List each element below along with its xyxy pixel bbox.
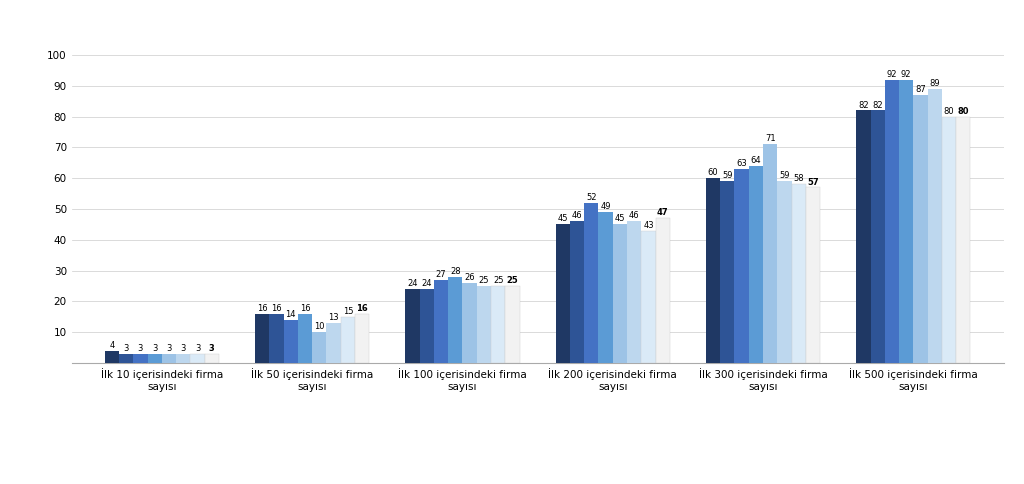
Bar — [477, 286, 492, 363]
Text: 52: 52 — [586, 193, 597, 202]
Bar — [806, 187, 820, 363]
Text: 92: 92 — [901, 70, 911, 79]
Text: 3: 3 — [166, 344, 172, 353]
Text: 45: 45 — [557, 214, 568, 224]
Bar — [706, 178, 720, 363]
Bar — [420, 289, 434, 363]
Text: 24: 24 — [408, 279, 418, 288]
Text: 80: 80 — [957, 106, 969, 116]
Text: 26: 26 — [464, 273, 475, 282]
Text: 71: 71 — [765, 135, 775, 143]
Text: 46: 46 — [629, 212, 639, 220]
Bar — [406, 289, 420, 363]
Bar — [570, 221, 585, 363]
Bar — [556, 225, 570, 363]
Text: 89: 89 — [930, 79, 940, 88]
Bar — [162, 354, 176, 363]
Text: 82: 82 — [858, 101, 868, 109]
Bar — [777, 182, 792, 363]
Bar — [341, 317, 355, 363]
Text: 64: 64 — [751, 156, 761, 165]
Text: 24: 24 — [422, 279, 432, 288]
Text: 14: 14 — [286, 310, 296, 319]
Bar — [627, 221, 641, 363]
Bar — [870, 110, 885, 363]
Bar — [133, 354, 147, 363]
Text: 16: 16 — [271, 304, 282, 313]
Bar — [720, 182, 734, 363]
Text: 80: 80 — [944, 106, 954, 116]
Bar — [492, 286, 505, 363]
Text: 59: 59 — [779, 171, 790, 181]
Text: 46: 46 — [571, 212, 583, 220]
Bar — [763, 144, 777, 363]
Text: 25: 25 — [507, 276, 518, 285]
Bar — [956, 117, 971, 363]
Text: 58: 58 — [794, 174, 804, 183]
Text: 87: 87 — [915, 85, 926, 94]
Text: 3: 3 — [195, 344, 201, 353]
Text: 47: 47 — [657, 208, 669, 217]
Bar — [612, 225, 627, 363]
Bar — [899, 80, 913, 363]
Bar — [255, 314, 269, 363]
Bar — [176, 354, 190, 363]
Text: 3: 3 — [209, 344, 215, 353]
Bar — [269, 314, 284, 363]
Text: 10: 10 — [314, 322, 325, 331]
Text: 28: 28 — [450, 267, 461, 276]
Text: 49: 49 — [600, 202, 611, 211]
Bar — [641, 230, 655, 363]
Bar — [584, 203, 598, 363]
Text: 25: 25 — [493, 276, 504, 285]
Text: 3: 3 — [138, 344, 143, 353]
Bar — [205, 354, 219, 363]
Text: 45: 45 — [614, 214, 625, 224]
Bar — [327, 323, 341, 363]
Bar — [463, 283, 477, 363]
Bar — [434, 280, 449, 363]
Text: 82: 82 — [872, 101, 883, 109]
Text: 63: 63 — [736, 159, 746, 168]
Bar — [119, 354, 133, 363]
Bar — [928, 89, 942, 363]
Bar — [298, 314, 312, 363]
Bar — [104, 351, 119, 363]
Bar — [856, 110, 870, 363]
Text: 3: 3 — [124, 344, 129, 353]
Bar — [147, 354, 162, 363]
Bar — [449, 277, 463, 363]
Text: 60: 60 — [708, 168, 719, 177]
Text: 3: 3 — [180, 344, 186, 353]
Text: 27: 27 — [436, 270, 446, 279]
Text: 16: 16 — [356, 304, 368, 313]
Text: 16: 16 — [300, 304, 310, 313]
Text: 13: 13 — [329, 313, 339, 322]
Bar — [792, 184, 806, 363]
Bar — [505, 286, 519, 363]
Bar — [312, 332, 327, 363]
Text: 4: 4 — [110, 341, 115, 350]
Text: 16: 16 — [257, 304, 267, 313]
Bar — [190, 354, 205, 363]
Bar — [284, 320, 298, 363]
Bar — [355, 314, 370, 363]
Text: 43: 43 — [643, 221, 653, 229]
Bar — [749, 166, 763, 363]
Bar — [655, 218, 670, 363]
Bar — [885, 80, 899, 363]
Bar — [942, 117, 956, 363]
Text: 3: 3 — [152, 344, 158, 353]
Text: 15: 15 — [343, 307, 353, 316]
Bar — [598, 212, 612, 363]
Text: 59: 59 — [722, 171, 732, 181]
Bar — [913, 95, 928, 363]
Bar — [734, 169, 749, 363]
Text: 57: 57 — [807, 178, 819, 186]
Text: 92: 92 — [887, 70, 897, 79]
Text: 25: 25 — [478, 276, 489, 285]
